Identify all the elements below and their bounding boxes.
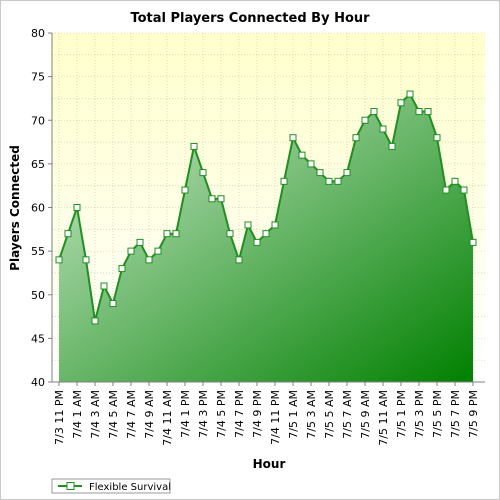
legend: Flexible Survival (51, 478, 171, 494)
data-point (163, 230, 171, 238)
chart-title: Total Players Connected By Hour (130, 11, 370, 26)
data-point (181, 186, 189, 194)
data-point (280, 177, 288, 185)
x-tick-label: 7/4 9 PM (251, 390, 264, 438)
legend-label: Flexible Survival (89, 482, 171, 493)
y-axis-label: Players Connected (8, 145, 22, 271)
x-tick-label: 7/5 7 AM (341, 390, 354, 439)
data-point (460, 186, 468, 194)
data-point (73, 204, 81, 211)
data-point (253, 238, 261, 246)
data-point (451, 177, 459, 185)
data-point (127, 247, 135, 255)
x-tick-label: 7/5 3 PM (413, 390, 426, 438)
y-tick-label: 60 (31, 202, 45, 215)
x-tick-label: 7/4 1 AM (71, 390, 84, 439)
x-tick-label: 7/4 3 AM (89, 390, 102, 439)
x-tick-label: 7/5 11 AM (377, 390, 390, 446)
x-tick-label: 7/4 3 PM (197, 390, 210, 438)
data-point (397, 99, 405, 107)
x-tick-label: 7/4 5 PM (215, 390, 228, 438)
data-point (82, 256, 90, 264)
data-point (136, 238, 144, 246)
y-tick-label: 45 (31, 332, 45, 345)
data-point (469, 238, 477, 246)
x-tick-label: 7/4 5 AM (107, 390, 120, 439)
data-point (298, 151, 306, 159)
data-point (91, 317, 99, 325)
data-point (217, 195, 225, 203)
data-point (352, 134, 360, 142)
y-tick-label: 40 (31, 376, 45, 389)
x-tick-label: 7/5 1 AM (287, 390, 300, 439)
data-point (64, 230, 72, 238)
data-point (244, 221, 252, 229)
x-tick-label: 7/3 11 PM (53, 390, 66, 445)
y-tick-label: 70 (31, 114, 45, 127)
data-point (172, 230, 180, 238)
data-points (55, 90, 477, 325)
x-tick-label: 7/5 1 PM (395, 390, 408, 438)
data-point (388, 142, 396, 150)
data-point (154, 247, 162, 255)
data-point (433, 134, 441, 142)
x-tick-label: 7/4 9 AM (143, 390, 156, 439)
data-point (190, 142, 198, 150)
data-point (361, 116, 369, 124)
x-tick-label: 7/5 9 PM (467, 390, 480, 438)
data-point (343, 169, 351, 177)
x-tick-label: 7/4 1 PM (179, 390, 192, 438)
data-point (325, 177, 333, 185)
data-point (334, 177, 342, 185)
data-point (226, 230, 234, 238)
y-tick-label: 55 (31, 245, 45, 258)
data-point (55, 256, 63, 264)
legend-marker (66, 482, 75, 490)
data-point (406, 90, 414, 98)
data-point (199, 169, 207, 177)
data-point (208, 195, 216, 203)
data-point (316, 169, 324, 177)
x-tick-label: 7/5 3 AM (305, 390, 318, 439)
data-point (307, 160, 315, 168)
series-area (59, 94, 473, 382)
x-axis-label: Hour (253, 457, 286, 471)
x-tick-label: 7/4 7 AM (125, 390, 138, 439)
data-point (442, 186, 450, 194)
x-tick-label: 7/4 11 PM (269, 390, 282, 445)
data-point (424, 108, 432, 116)
data-point (289, 134, 297, 142)
x-tick-label: 7/4 7 PM (233, 390, 246, 438)
y-tick-label: 50 (31, 289, 45, 302)
x-ticks: 7/3 11 PM 7/4 1 AM 7/4 3 AM 7/4 5 AM 7/4 7 A… (53, 382, 480, 446)
data-point (379, 125, 387, 133)
data-point (100, 282, 108, 290)
x-tick-label: 7/5 5 PM (431, 390, 444, 438)
x-tick-label: 7/5 5 AM (323, 390, 336, 439)
y-tick-label: 75 (31, 71, 45, 84)
data-point (370, 108, 378, 116)
y-ticks: 40 45 50 55 60 65 70 75 80 (31, 27, 52, 389)
data-point (262, 230, 270, 238)
x-tick-label: 7/5 7 PM (449, 390, 462, 438)
data-point (415, 108, 423, 116)
data-point (109, 299, 117, 307)
x-tick-label: 7/4 11 AM (161, 390, 174, 446)
x-tick-label: 7/5 9 AM (359, 390, 372, 439)
legend-box (51, 478, 171, 494)
data-point (118, 265, 126, 273)
data-point (271, 221, 279, 229)
data-point (235, 256, 243, 264)
data-point (145, 256, 153, 264)
y-tick-label: 80 (31, 27, 45, 40)
y-tick-label: 65 (31, 158, 45, 171)
